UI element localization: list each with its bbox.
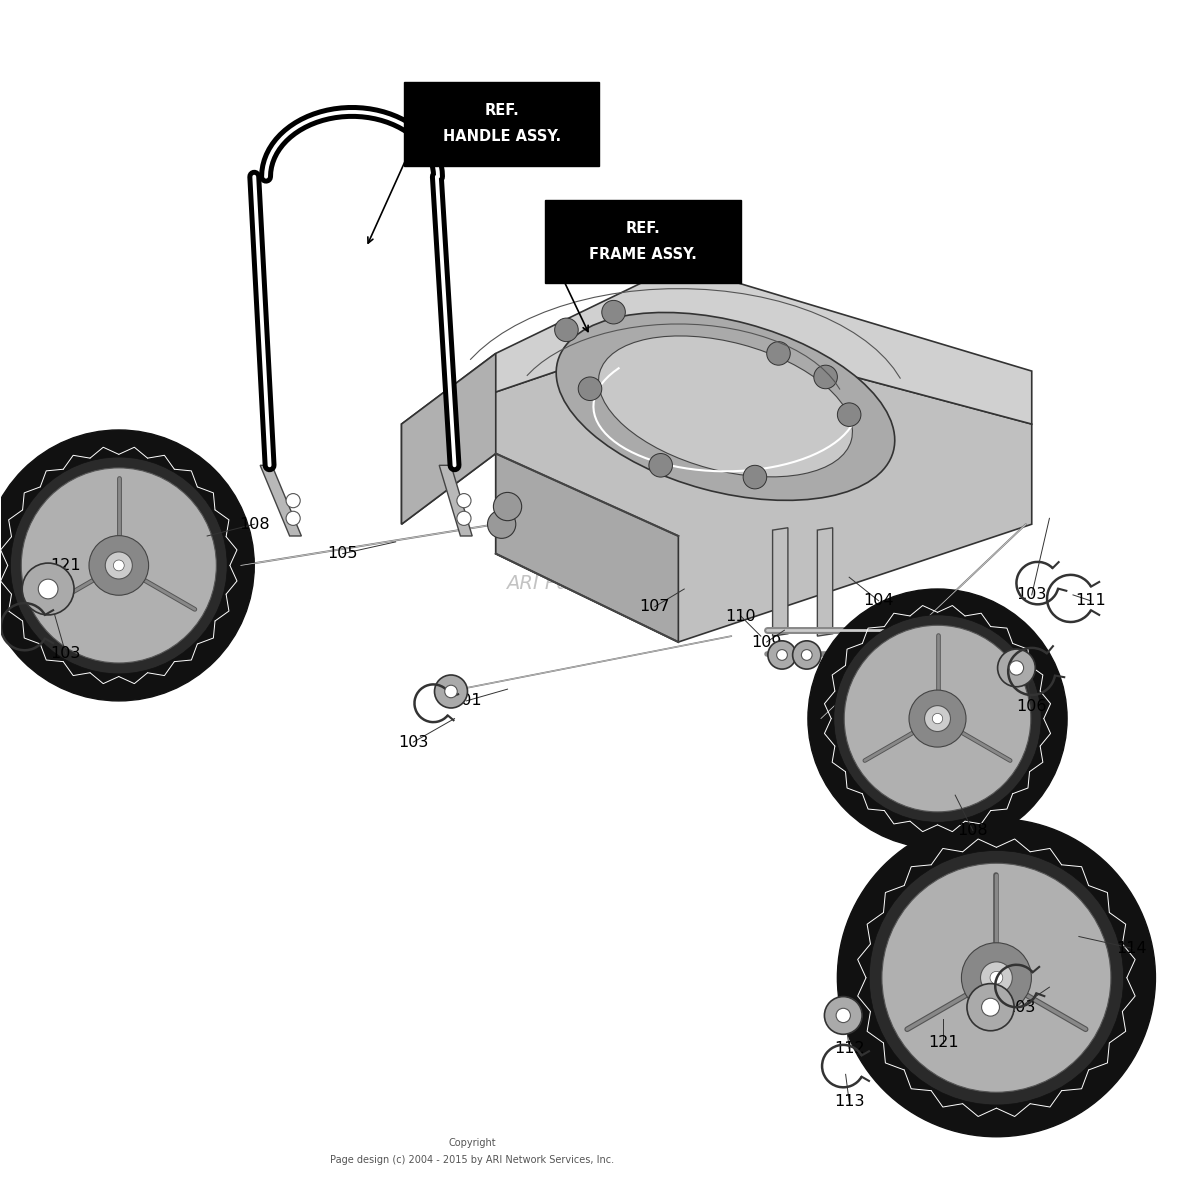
Text: 110: 110 (726, 609, 756, 623)
Circle shape (808, 589, 1067, 848)
Circle shape (88, 536, 149, 595)
Text: 121: 121 (929, 1035, 958, 1050)
Text: 106: 106 (1016, 700, 1047, 714)
Circle shape (814, 365, 838, 389)
Circle shape (457, 511, 471, 525)
Circle shape (909, 690, 966, 747)
Circle shape (21, 468, 216, 663)
Circle shape (844, 626, 1031, 812)
Circle shape (966, 984, 1014, 1031)
Circle shape (445, 686, 458, 697)
Circle shape (793, 641, 821, 669)
Circle shape (0, 430, 254, 701)
Text: Page design (c) 2004 - 2015 by ARI Network Services, Inc.: Page design (c) 2004 - 2015 by ARI Netwo… (330, 1156, 615, 1165)
Polygon shape (260, 465, 301, 536)
Text: 111: 111 (1075, 594, 1106, 608)
FancyBboxPatch shape (545, 200, 741, 284)
Polygon shape (773, 528, 788, 636)
Circle shape (105, 551, 132, 580)
Circle shape (286, 494, 300, 508)
Circle shape (487, 510, 516, 538)
Text: 103: 103 (1005, 1000, 1035, 1014)
Text: 114: 114 (1116, 941, 1147, 955)
Circle shape (838, 819, 1155, 1137)
Polygon shape (818, 528, 833, 636)
Circle shape (493, 492, 522, 521)
Circle shape (578, 377, 602, 401)
Circle shape (113, 560, 124, 571)
Text: 104: 104 (864, 594, 894, 608)
Circle shape (932, 714, 943, 723)
Text: 103: 103 (51, 647, 81, 661)
Polygon shape (401, 265, 1031, 424)
Circle shape (434, 675, 467, 708)
Circle shape (834, 615, 1041, 822)
Circle shape (768, 641, 797, 669)
Circle shape (881, 863, 1110, 1092)
Circle shape (776, 649, 787, 661)
Circle shape (990, 972, 1003, 984)
Circle shape (1009, 661, 1023, 675)
Text: 112: 112 (834, 1041, 865, 1055)
Circle shape (555, 318, 578, 342)
Polygon shape (496, 454, 678, 642)
Ellipse shape (598, 336, 852, 477)
Circle shape (825, 997, 863, 1034)
Circle shape (286, 511, 300, 525)
Circle shape (838, 403, 861, 426)
Circle shape (767, 342, 791, 365)
Circle shape (870, 851, 1123, 1105)
Circle shape (997, 649, 1035, 687)
Ellipse shape (556, 312, 894, 501)
Polygon shape (401, 330, 1031, 642)
Circle shape (837, 1008, 851, 1023)
Circle shape (743, 465, 767, 489)
Circle shape (962, 942, 1031, 1013)
Circle shape (981, 961, 1012, 994)
Text: 101: 101 (451, 694, 481, 708)
Text: REF.: REF. (625, 221, 661, 236)
Circle shape (982, 998, 999, 1017)
Text: Copyright: Copyright (448, 1138, 496, 1147)
Circle shape (22, 563, 74, 615)
FancyBboxPatch shape (404, 82, 599, 166)
Circle shape (925, 706, 950, 732)
Circle shape (38, 580, 58, 598)
Circle shape (11, 457, 228, 674)
Polygon shape (401, 353, 496, 524)
Circle shape (457, 494, 471, 508)
Polygon shape (439, 465, 472, 536)
Text: 103: 103 (398, 735, 428, 749)
Text: 107: 107 (640, 600, 670, 614)
Text: FRAME ASSY.: FRAME ASSY. (589, 247, 697, 262)
Circle shape (649, 454, 673, 477)
Text: 121: 121 (51, 558, 81, 573)
Text: HANDLE ASSY.: HANDLE ASSY. (442, 130, 560, 144)
Text: REF.: REF. (484, 104, 519, 118)
Circle shape (801, 649, 812, 661)
Text: 113: 113 (834, 1094, 865, 1108)
Text: 108: 108 (957, 823, 988, 838)
Text: 105: 105 (327, 547, 358, 561)
Circle shape (602, 300, 625, 324)
Text: 109: 109 (752, 635, 782, 649)
Text: 108: 108 (240, 517, 269, 531)
Text: 103: 103 (1016, 588, 1047, 602)
Text: ARI PartStream™: ARI PartStream™ (505, 574, 675, 593)
